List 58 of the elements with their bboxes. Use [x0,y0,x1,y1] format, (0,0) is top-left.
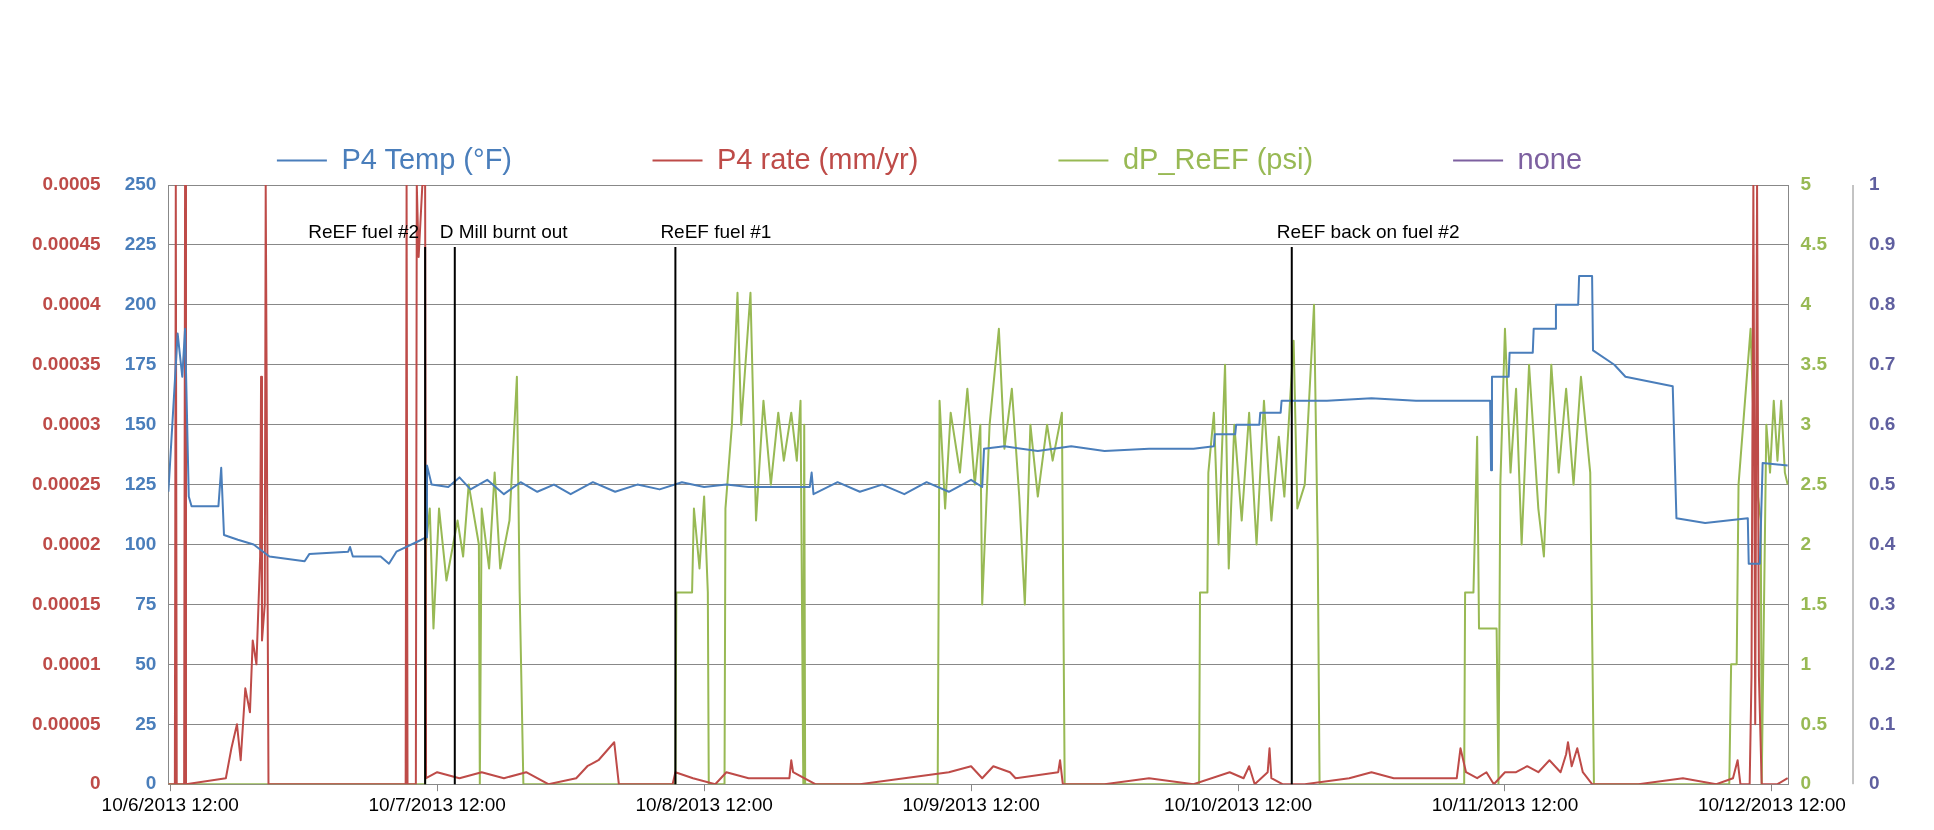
y2-tick-label: 0 [90,772,101,794]
y3-tick-label: 2 [1800,532,1812,554]
legend-label: dP_ReEF (psi) [1122,142,1314,175]
y3-tick-label: 3 [1800,412,1812,434]
y2-tick-label: 0.00045 [31,233,102,255]
y3-tick-label: 5 [1800,173,1812,195]
text: 0.1 [1869,712,1896,734]
y-tick-label: 25 [135,712,157,734]
y-tick-label: 100 [124,532,157,554]
y2-tick-label: 0.0001 [42,652,102,674]
text: 0 [1869,772,1880,794]
y-tick-label: 175 [124,352,157,374]
y3-tick-label: 0.5 [1800,712,1828,734]
y3-tick-label: 3.5 [1800,352,1828,374]
x-tick-label: 10/12/2013 12:00 [1697,793,1846,815]
text: 0.8 [1869,293,1896,315]
ref-line-label: ReEF back on fuel #2 [1276,221,1460,243]
x-tick-label: 10/11/2013 12:00 [1431,793,1579,815]
y3-tick-label: 4 [1800,293,1812,315]
y2-tick-label: 0.0002 [42,532,101,554]
y2-tick-label: 0.0003 [42,412,101,434]
text: 1 [1869,173,1880,195]
x-tick-label: 10/9/2013 12:00 [902,793,1040,815]
y-tick-label: 250 [124,173,157,195]
text: 0.5 [1869,472,1896,494]
legend-label: P4 Temp (°F) [341,142,512,175]
y-tick-label: 75 [135,592,157,614]
y3-tick-label: 1.5 [1800,592,1828,614]
y3-tick-label: 4.5 [1800,233,1828,255]
y2-tick-label: 0.00035 [31,352,102,374]
y3-tick-label: 1 [1800,652,1812,674]
y-tick-label: 150 [124,412,157,434]
text: 0.4 [1869,532,1896,554]
x-tick-label: 10/7/2013 12:00 [368,793,506,815]
y-tick-label: 0 [145,772,157,794]
ref-line-label: ReEF fuel #1 [660,221,772,243]
text: 0.3 [1869,592,1896,614]
text: 0.9 [1869,233,1896,255]
y-tick-label: 200 [124,293,157,315]
y3-tick-label: 2.5 [1800,472,1828,494]
text: 0.7 [1869,352,1896,374]
legend-label: none [1517,142,1583,175]
y-tick-label: 50 [135,652,157,674]
y2-tick-label: 0.00015 [31,592,102,614]
y2-tick-label: 0.00005 [31,712,102,734]
text: 0.6 [1869,412,1896,434]
ref-line-label: D Mill burnt out [439,221,569,243]
y2-tick-label: 0.00025 [31,472,102,494]
x-tick-label: 10/6/2013 12:00 [101,793,239,815]
text: 0.2 [1869,652,1896,674]
x-tick-label: 10/8/2013 12:00 [635,793,773,815]
y2-tick-label: 0.0004 [42,293,102,315]
y2-tick-label: 0.0005 [42,173,102,195]
legend-label: P4 rate (mm/yr) [717,142,919,175]
y3-tick-label: 0 [1800,772,1812,794]
y-tick-label: 225 [124,233,157,255]
x-tick-label: 10/10/2013 12:00 [1164,793,1312,815]
y-tick-label: 125 [124,472,157,494]
